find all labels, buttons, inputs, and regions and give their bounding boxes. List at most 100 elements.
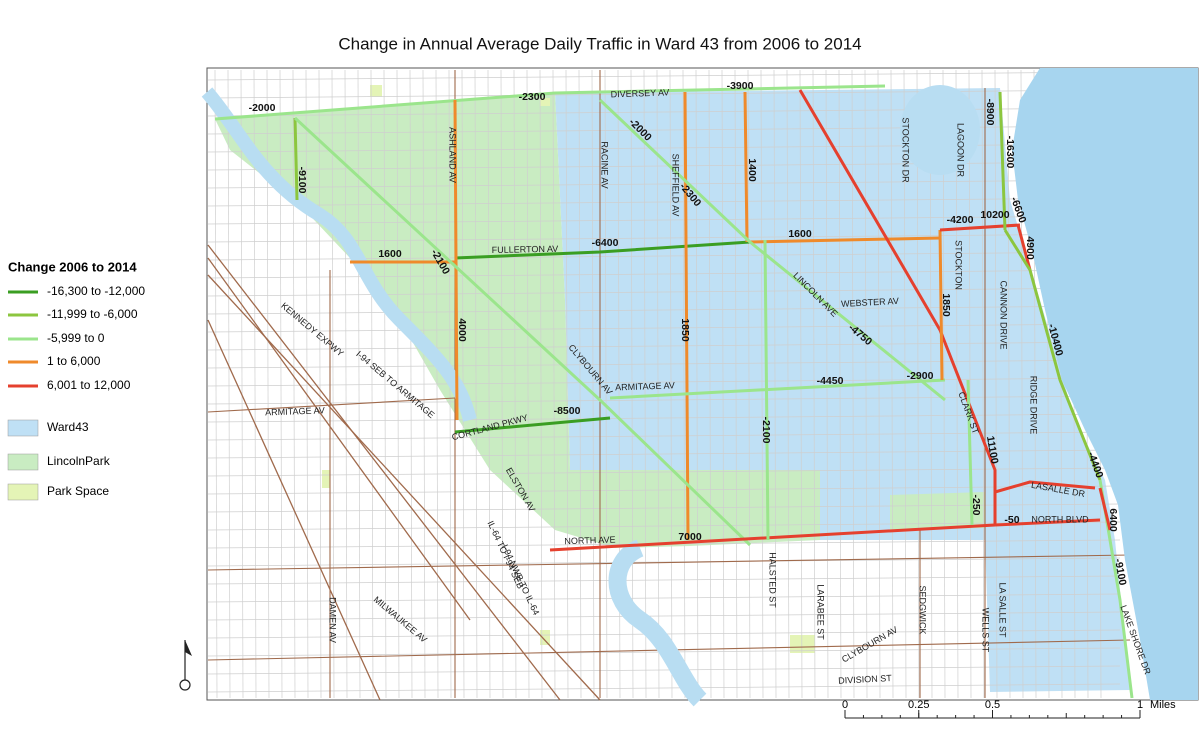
minor-street xyxy=(682,69,686,699)
legend-label: Park Space xyxy=(47,484,109,498)
minor-street xyxy=(207,467,1121,477)
traffic-label: -2100 xyxy=(760,417,772,444)
minor-street xyxy=(994,69,998,699)
traffic-label: -6400 xyxy=(592,237,619,249)
traffic-label: -9100 xyxy=(1112,558,1129,587)
traffic-label: 1400 xyxy=(746,158,758,182)
rail-line xyxy=(207,274,601,701)
legend-swatch xyxy=(7,483,39,501)
traffic-label: -50 xyxy=(1004,514,1019,526)
minor-street xyxy=(318,69,322,699)
minor-street xyxy=(207,215,1121,225)
legend-label: Ward43 xyxy=(47,420,89,434)
minor-street xyxy=(207,521,1121,531)
traffic-label: -3900 xyxy=(727,80,754,92)
scale-label: 0.25 xyxy=(908,699,929,711)
street-label: NORTH BLVD xyxy=(1031,514,1089,524)
minor-street xyxy=(734,69,738,699)
traffic-road xyxy=(453,99,459,421)
traffic-label: -2900 xyxy=(907,370,934,382)
minor-street xyxy=(207,377,1121,387)
park-space xyxy=(540,630,550,645)
street-label: RACINE AV xyxy=(600,141,610,188)
traffic-label: 1600 xyxy=(378,248,402,260)
street-label: WEBSTER AV xyxy=(841,296,899,309)
minor-street xyxy=(207,503,1121,513)
traffic-label: -2300 xyxy=(519,91,546,103)
street-label: SEDGWICK xyxy=(918,585,928,634)
minor-street xyxy=(207,323,1121,333)
traffic-label: 4900 xyxy=(1024,236,1036,260)
arterial-street xyxy=(207,397,456,413)
traffic-road xyxy=(293,117,299,201)
minor-street xyxy=(916,69,920,699)
minor-street xyxy=(344,69,348,699)
traffic-road xyxy=(998,91,1007,231)
street-label: RIDGE DRIVE xyxy=(1029,376,1039,435)
minor-street xyxy=(760,69,764,699)
minor-street xyxy=(207,197,1121,207)
street-label: HALSTED ST xyxy=(768,552,778,608)
rail-line xyxy=(207,244,561,701)
minor-street xyxy=(207,161,1121,171)
arterial-street xyxy=(207,554,1131,571)
minor-street xyxy=(981,69,985,699)
minor-street xyxy=(383,69,387,699)
lincoln-park-area xyxy=(890,492,985,530)
minor-street xyxy=(578,69,582,699)
traffic-road xyxy=(1003,229,1102,481)
minor-street xyxy=(708,69,712,699)
rail-line xyxy=(207,257,471,621)
traffic-road xyxy=(598,98,946,402)
minor-street xyxy=(207,287,1121,297)
traffic-road xyxy=(749,236,941,244)
minor-street xyxy=(747,69,751,699)
street-label: DAMEN AV xyxy=(328,597,338,643)
street-label: DIVERSEY AV xyxy=(610,87,669,99)
minor-street xyxy=(656,69,660,699)
minor-street xyxy=(207,71,1121,81)
park-space xyxy=(370,85,382,97)
minor-street xyxy=(253,69,257,699)
street-label: STOCKTON DR xyxy=(901,117,911,183)
traffic-road xyxy=(939,223,1021,232)
minor-street xyxy=(903,69,907,699)
minor-street xyxy=(552,69,556,699)
lagoon xyxy=(900,85,980,175)
traffic-label: -9100 xyxy=(296,167,308,194)
minor-street xyxy=(604,69,608,699)
minor-street xyxy=(207,665,1121,675)
minor-street xyxy=(207,341,1121,351)
minor-street xyxy=(812,69,816,699)
legend-title: Change 2006 to 2014 xyxy=(8,259,137,274)
minor-street xyxy=(968,69,972,699)
minor-street xyxy=(207,557,1121,567)
minor-street xyxy=(214,69,218,699)
minor-street xyxy=(207,683,1121,693)
legend-label: -5,999 to 0 xyxy=(47,331,105,345)
traffic-label: -8500 xyxy=(554,405,581,417)
street-label: CANNON DRIVE xyxy=(999,280,1009,349)
traffic-road xyxy=(293,116,752,547)
traffic-label: -4200 xyxy=(947,214,974,226)
park-space xyxy=(540,98,550,106)
minor-street xyxy=(825,69,829,699)
minor-street xyxy=(487,69,491,699)
minor-street xyxy=(207,593,1121,603)
traffic-label: -16300 xyxy=(1004,136,1016,169)
street-label: LA SALLE ST xyxy=(998,582,1008,638)
minor-street xyxy=(207,485,1121,495)
scale-label: 0.5 xyxy=(985,699,1000,711)
street-label: ARMITAGE AV xyxy=(615,380,675,392)
traffic-road xyxy=(1016,224,1032,271)
traffic-road xyxy=(609,378,946,400)
river xyxy=(608,539,707,707)
minor-street xyxy=(630,69,634,699)
minor-street xyxy=(370,69,374,699)
legend-label: -11,999 to -6,000 xyxy=(47,307,138,321)
minor-street xyxy=(838,69,842,699)
minor-street xyxy=(513,69,517,699)
traffic-road xyxy=(743,91,749,243)
street-label: SHEFFIELD AV xyxy=(671,154,681,217)
park-space xyxy=(790,635,815,653)
